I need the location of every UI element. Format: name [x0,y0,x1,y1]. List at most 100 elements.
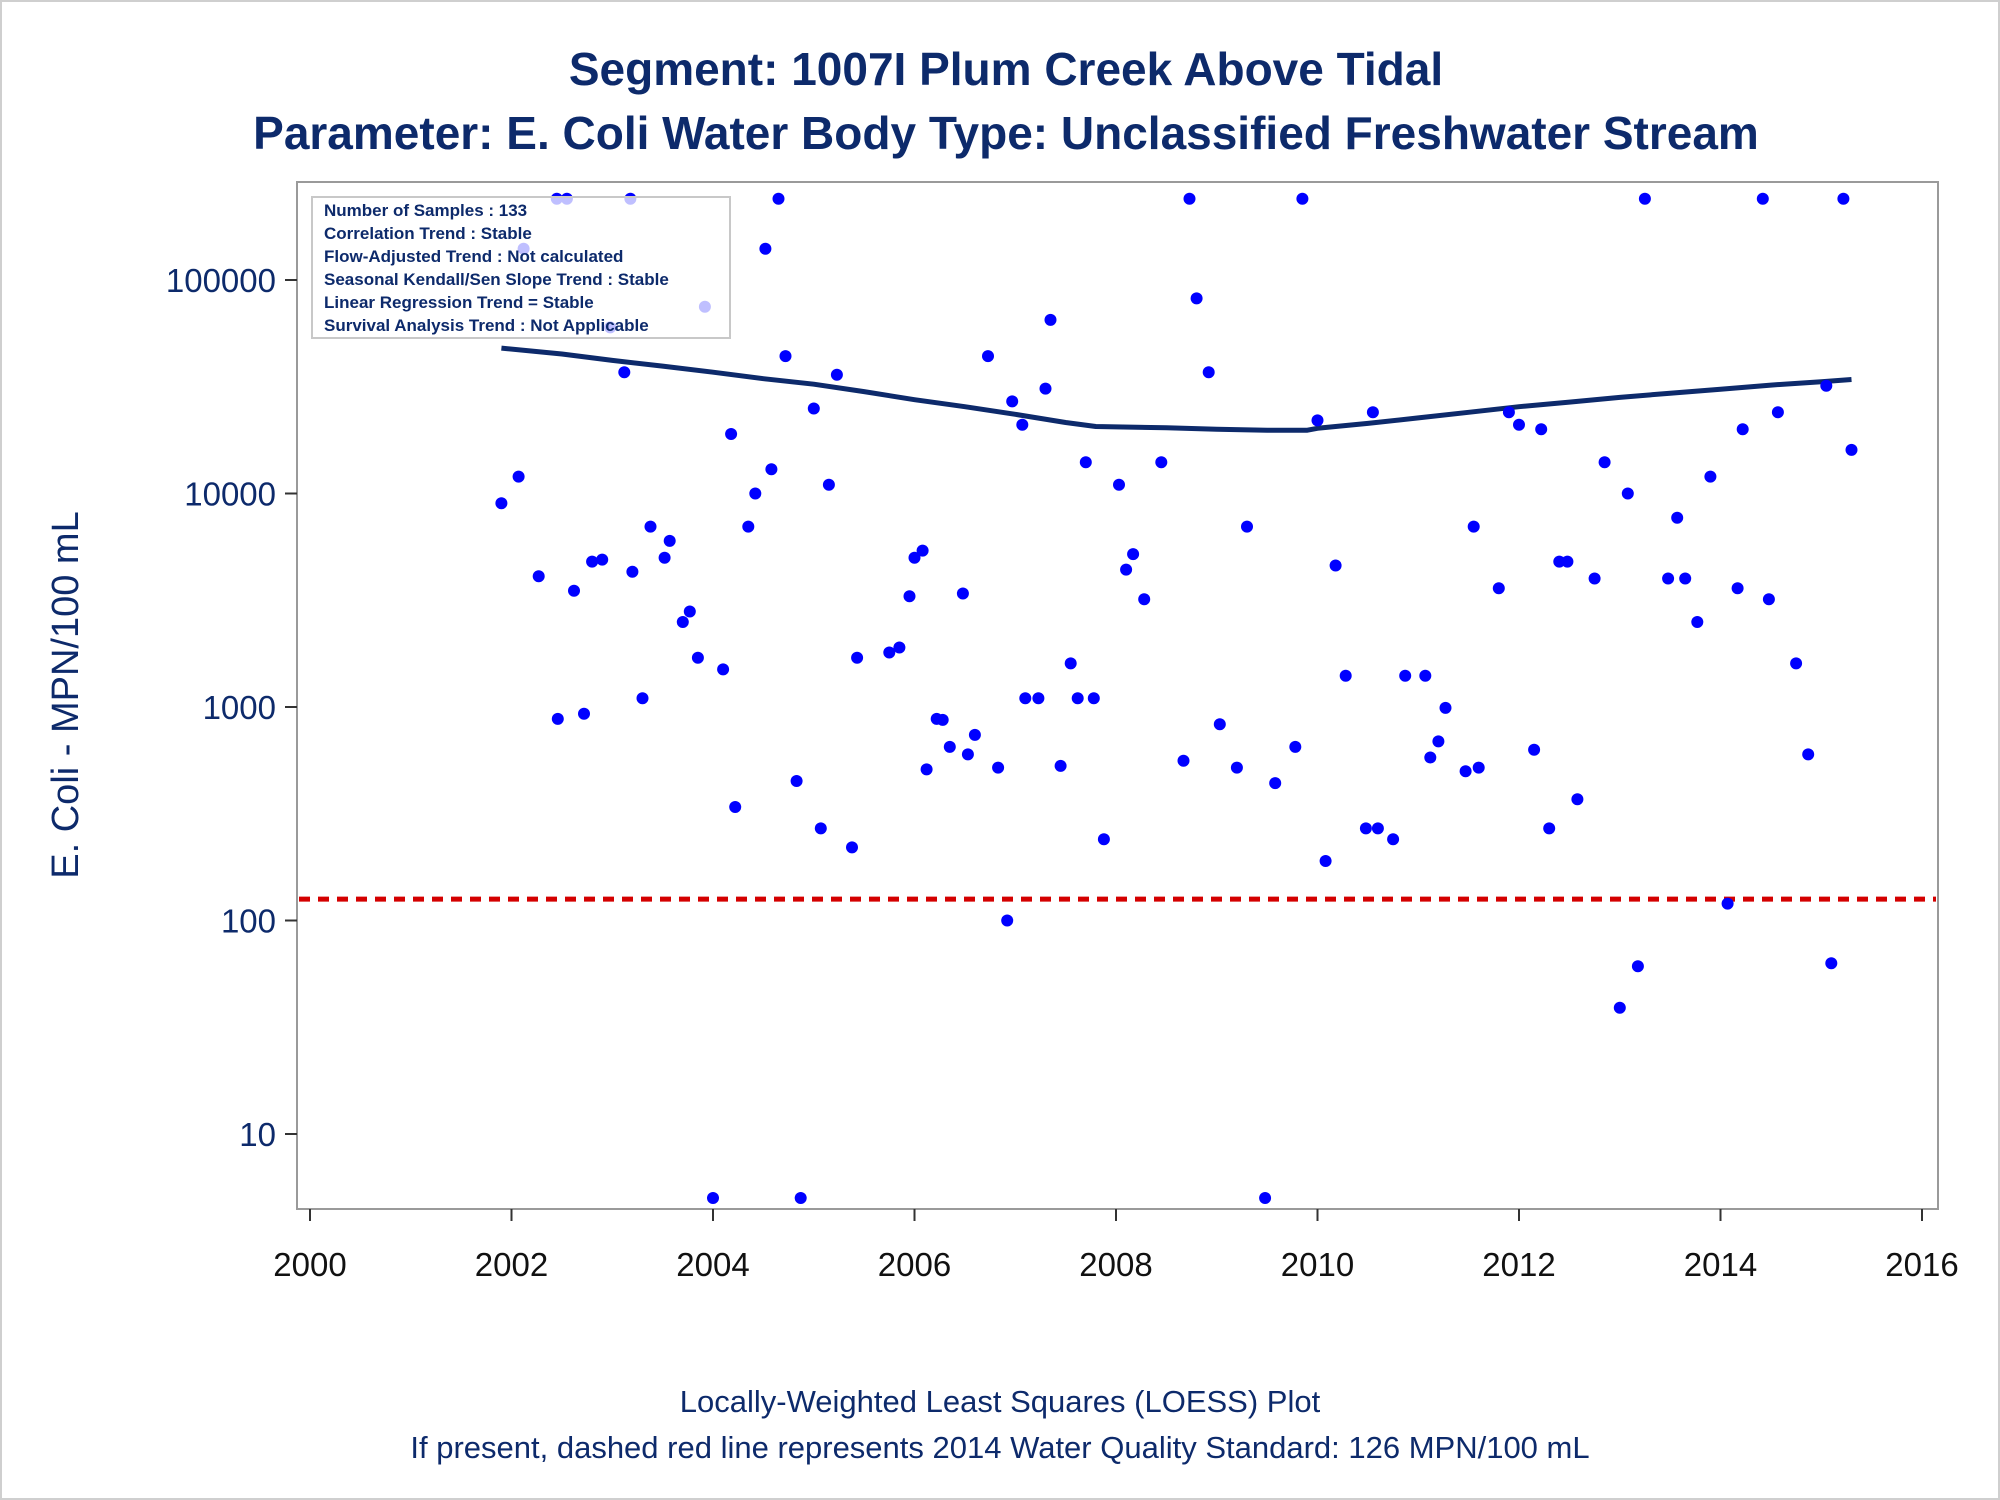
data-point [1039,382,1052,395]
data-point [1339,669,1352,682]
x-tick-label: 2000 [273,1246,346,1283]
data-point [1097,833,1110,846]
data-point [1359,822,1372,835]
data-point [1802,748,1815,761]
data-point [908,551,921,564]
data-point [1571,793,1584,806]
data-point [618,366,631,379]
x-tick-label: 2008 [1079,1246,1152,1283]
data-point [717,663,730,676]
data-point [532,570,545,583]
data-point [759,242,772,255]
data-point [1845,443,1858,456]
data-point [1820,379,1833,392]
data-point [749,487,762,500]
data-point [1155,456,1168,469]
data-point [658,551,671,564]
data-points [495,192,1858,1204]
data-point [1138,593,1151,606]
data-point [1001,914,1014,927]
footnote-standard: If present, dashed red line represents 2… [410,1430,1589,1465]
data-point [1598,456,1611,469]
data-point [1543,822,1556,835]
data-point [1054,759,1067,772]
y-tick-label: 10 [239,1116,276,1153]
data-point [961,748,974,761]
data-point [1079,456,1092,469]
data-point [1387,833,1400,846]
data-point [1704,470,1717,483]
data-point [1837,192,1850,205]
data-point [822,478,835,491]
stats-box: Number of Samples : 133 Correlation Tren… [311,196,731,339]
data-point [830,368,843,381]
data-point [707,1192,719,1204]
data-point [765,463,778,476]
y-tick-label: 10000 [184,476,276,513]
stats-flow-adjusted-trend: Flow-Adjusted Trend : Not calculated [324,247,623,266]
data-point [725,428,738,440]
data-point [1631,960,1644,973]
data-point [846,841,858,854]
data-point [1424,751,1437,764]
data-point [943,740,956,753]
data-point [1621,487,1634,500]
plot-area [296,181,1939,1210]
data-point [1296,192,1309,205]
x-tick-label: 2004 [676,1246,749,1283]
data-point [1561,555,1574,568]
data-point [568,584,580,597]
data-point [1771,406,1784,419]
x-tick-label: 2016 [1885,1246,1958,1283]
data-point [1319,855,1332,867]
data-point [883,646,896,659]
x-tick-label: 2014 [1684,1246,1757,1283]
data-point [729,801,742,813]
data-point [1662,572,1675,585]
y-tick-label: 1000 [203,689,276,726]
x-axis: 2000 2002 2004 2006 2008 2010 2012 2014 2016 [273,1209,1959,1283]
data-point [1638,192,1651,205]
data-point [1825,957,1838,970]
chart-subtitle: Parameter: E. Coli Water Body Type: Uncl… [253,107,1759,159]
data-point [1113,478,1125,491]
data-point [1679,572,1692,585]
data-point [1419,669,1432,682]
data-point [1671,511,1684,524]
stats-seasonal-kendall: Seasonal Kendall/Sen Slope Trend : Stabl… [324,270,669,289]
data-point [1790,657,1803,670]
data-point [1064,657,1077,670]
data-point [790,775,803,787]
data-point [1213,718,1226,731]
data-point [920,763,933,776]
data-point [893,641,906,654]
loess-line [501,345,1852,433]
data-point [1502,406,1515,419]
data-point [1439,701,1452,714]
data-point [936,713,949,726]
data-point [1120,563,1133,576]
y-tick-label: 100000 [166,262,276,299]
data-point [1366,406,1379,419]
data-point [1183,192,1196,205]
data-point [1019,692,1032,705]
data-point [1269,777,1282,790]
data-point [1756,192,1769,205]
data-point [1736,423,1749,436]
data-point [982,350,994,363]
data-point [636,692,649,705]
data-point [1087,692,1100,705]
data-point [1588,572,1601,585]
data-point [814,822,827,835]
data-point [916,544,929,557]
data-point [1762,593,1775,606]
x-tick-label: 2012 [1482,1246,1555,1283]
stats-linear-regression: Linear Regression Trend = Stable [324,293,594,312]
footnote-loess: Locally-Weighted Least Squares (LOESS) P… [680,1384,1321,1419]
data-point [1016,418,1029,431]
data-point [1071,692,1084,705]
data-point [968,728,981,741]
data-point [676,616,689,628]
y-tick-label: 100 [221,903,276,940]
